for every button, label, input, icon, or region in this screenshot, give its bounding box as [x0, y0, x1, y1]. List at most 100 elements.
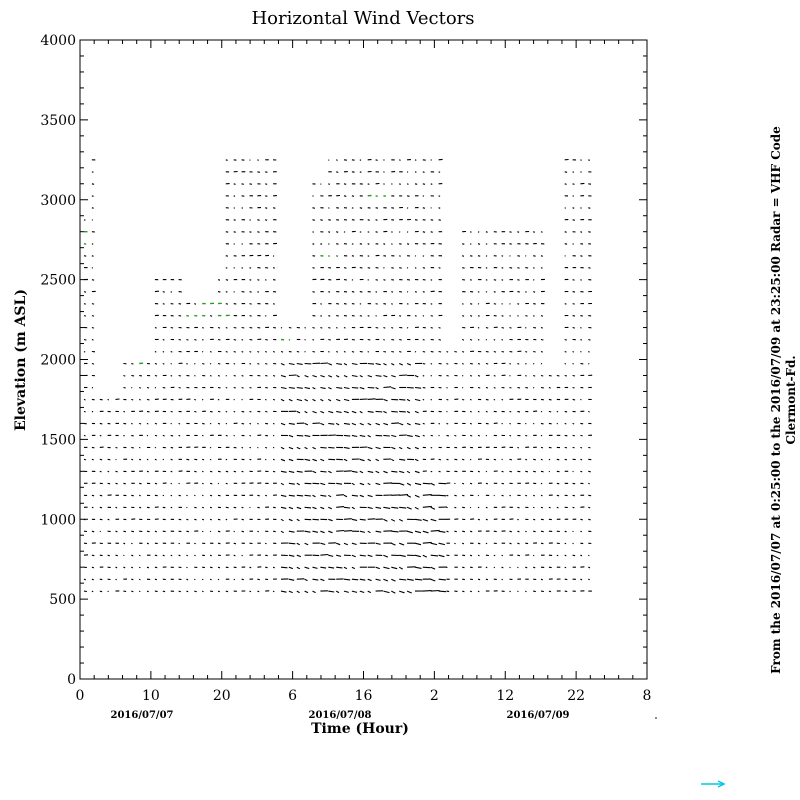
wind-vector	[359, 494, 364, 498]
wind-vector	[517, 554, 521, 557]
wind-vector	[83, 410, 86, 413]
wind-vector	[509, 386, 512, 389]
wind-vector	[225, 159, 228, 161]
wind-vector	[280, 446, 285, 450]
wind-vector	[233, 374, 236, 377]
wind-vector	[351, 434, 358, 438]
wind-vector	[485, 291, 488, 293]
y-tick-label: 3500	[40, 113, 76, 129]
wind-vector	[446, 530, 449, 533]
wind-vector	[525, 470, 529, 473]
wind-vector	[572, 446, 575, 449]
wind-vector	[391, 326, 394, 329]
wind-vector	[241, 422, 245, 425]
wind-vector	[115, 554, 118, 557]
wind-vector	[296, 375, 300, 378]
wind-vector	[201, 470, 204, 473]
wind-vector	[477, 410, 480, 413]
wind-vector	[532, 422, 535, 425]
wind-vector	[233, 303, 237, 305]
wind-vector	[131, 590, 134, 593]
wind-vector	[272, 255, 275, 257]
wind-vector	[430, 219, 434, 221]
wind-vector	[312, 398, 316, 402]
wind-vector	[154, 387, 157, 389]
wind-vector	[588, 159, 591, 161]
wind-vector	[257, 159, 259, 161]
wind-vector	[296, 566, 301, 570]
wind-vector	[406, 590, 412, 594]
wind-vector	[343, 506, 351, 509]
wind-vector	[288, 386, 295, 389]
wind-vector	[588, 267, 591, 269]
wind-vector	[477, 518, 481, 521]
wind-vector	[398, 255, 401, 257]
wind-vector	[233, 183, 236, 185]
wind-vector	[328, 351, 330, 353]
wind-vector	[194, 590, 197, 593]
side-caption-line1: From the 2016/07/07 at 0:25:00 to the 20…	[769, 126, 783, 674]
wind-vector	[351, 554, 356, 558]
wind-vector	[131, 542, 133, 545]
wind-vector	[383, 422, 389, 426]
wind-vector	[517, 231, 520, 233]
wind-vector	[154, 458, 157, 461]
wind-vector	[540, 410, 543, 413]
wind-vector	[414, 458, 419, 462]
wind-vector	[525, 494, 528, 497]
wind-vector	[194, 494, 196, 497]
wind-vector	[572, 207, 575, 209]
wind-vector	[202, 458, 205, 461]
wind-vector	[194, 506, 197, 509]
x-tick-label: 12	[496, 688, 514, 704]
wind-vector	[462, 482, 465, 485]
wind-vector	[438, 470, 441, 473]
wind-vector	[99, 458, 103, 461]
wind-vector	[414, 554, 421, 558]
wind-vector	[343, 183, 347, 185]
wind-vector	[540, 458, 543, 461]
wind-vector	[383, 326, 386, 329]
wind-vector	[162, 434, 165, 437]
wind-vector	[422, 518, 429, 522]
wind-vector	[328, 470, 332, 474]
wind-vector	[477, 231, 480, 233]
wind-vector	[501, 482, 505, 485]
wind-vector	[209, 530, 212, 533]
wind-vector	[233, 207, 236, 209]
wind-vector	[320, 422, 325, 426]
wind-vector	[296, 362, 303, 365]
wind-vector	[154, 350, 157, 353]
wind-vector	[202, 422, 205, 425]
wind-vector	[461, 375, 464, 377]
wind-vector	[367, 267, 371, 269]
wind-vector	[209, 482, 213, 485]
wind-vector	[296, 554, 302, 558]
wind-vector	[422, 171, 425, 173]
wind-vector	[304, 327, 306, 329]
wind-vector	[91, 207, 94, 209]
wind-vector	[296, 482, 300, 486]
wind-vector	[359, 470, 364, 474]
wind-vector	[115, 470, 118, 473]
wind-vector	[170, 470, 173, 473]
wind-vector	[548, 590, 552, 593]
wind-vector	[91, 183, 95, 185]
wind-vector	[359, 243, 363, 245]
wind-vector	[399, 315, 402, 317]
wind-vector	[367, 362, 375, 365]
wind-vector	[257, 171, 261, 173]
wind-vector	[288, 566, 294, 570]
wind-vector	[241, 554, 243, 557]
wind-vector	[296, 506, 302, 510]
wind-vector	[343, 303, 347, 305]
wind-vector	[336, 398, 341, 402]
wind-vector	[422, 350, 426, 353]
wind-vector	[139, 386, 141, 389]
wind-vector	[367, 446, 373, 450]
wind-vector	[304, 446, 308, 450]
wind-vector	[178, 554, 181, 557]
wind-vector	[233, 338, 237, 341]
x-tick-label: 10	[142, 688, 160, 704]
wind-vector	[138, 578, 141, 581]
